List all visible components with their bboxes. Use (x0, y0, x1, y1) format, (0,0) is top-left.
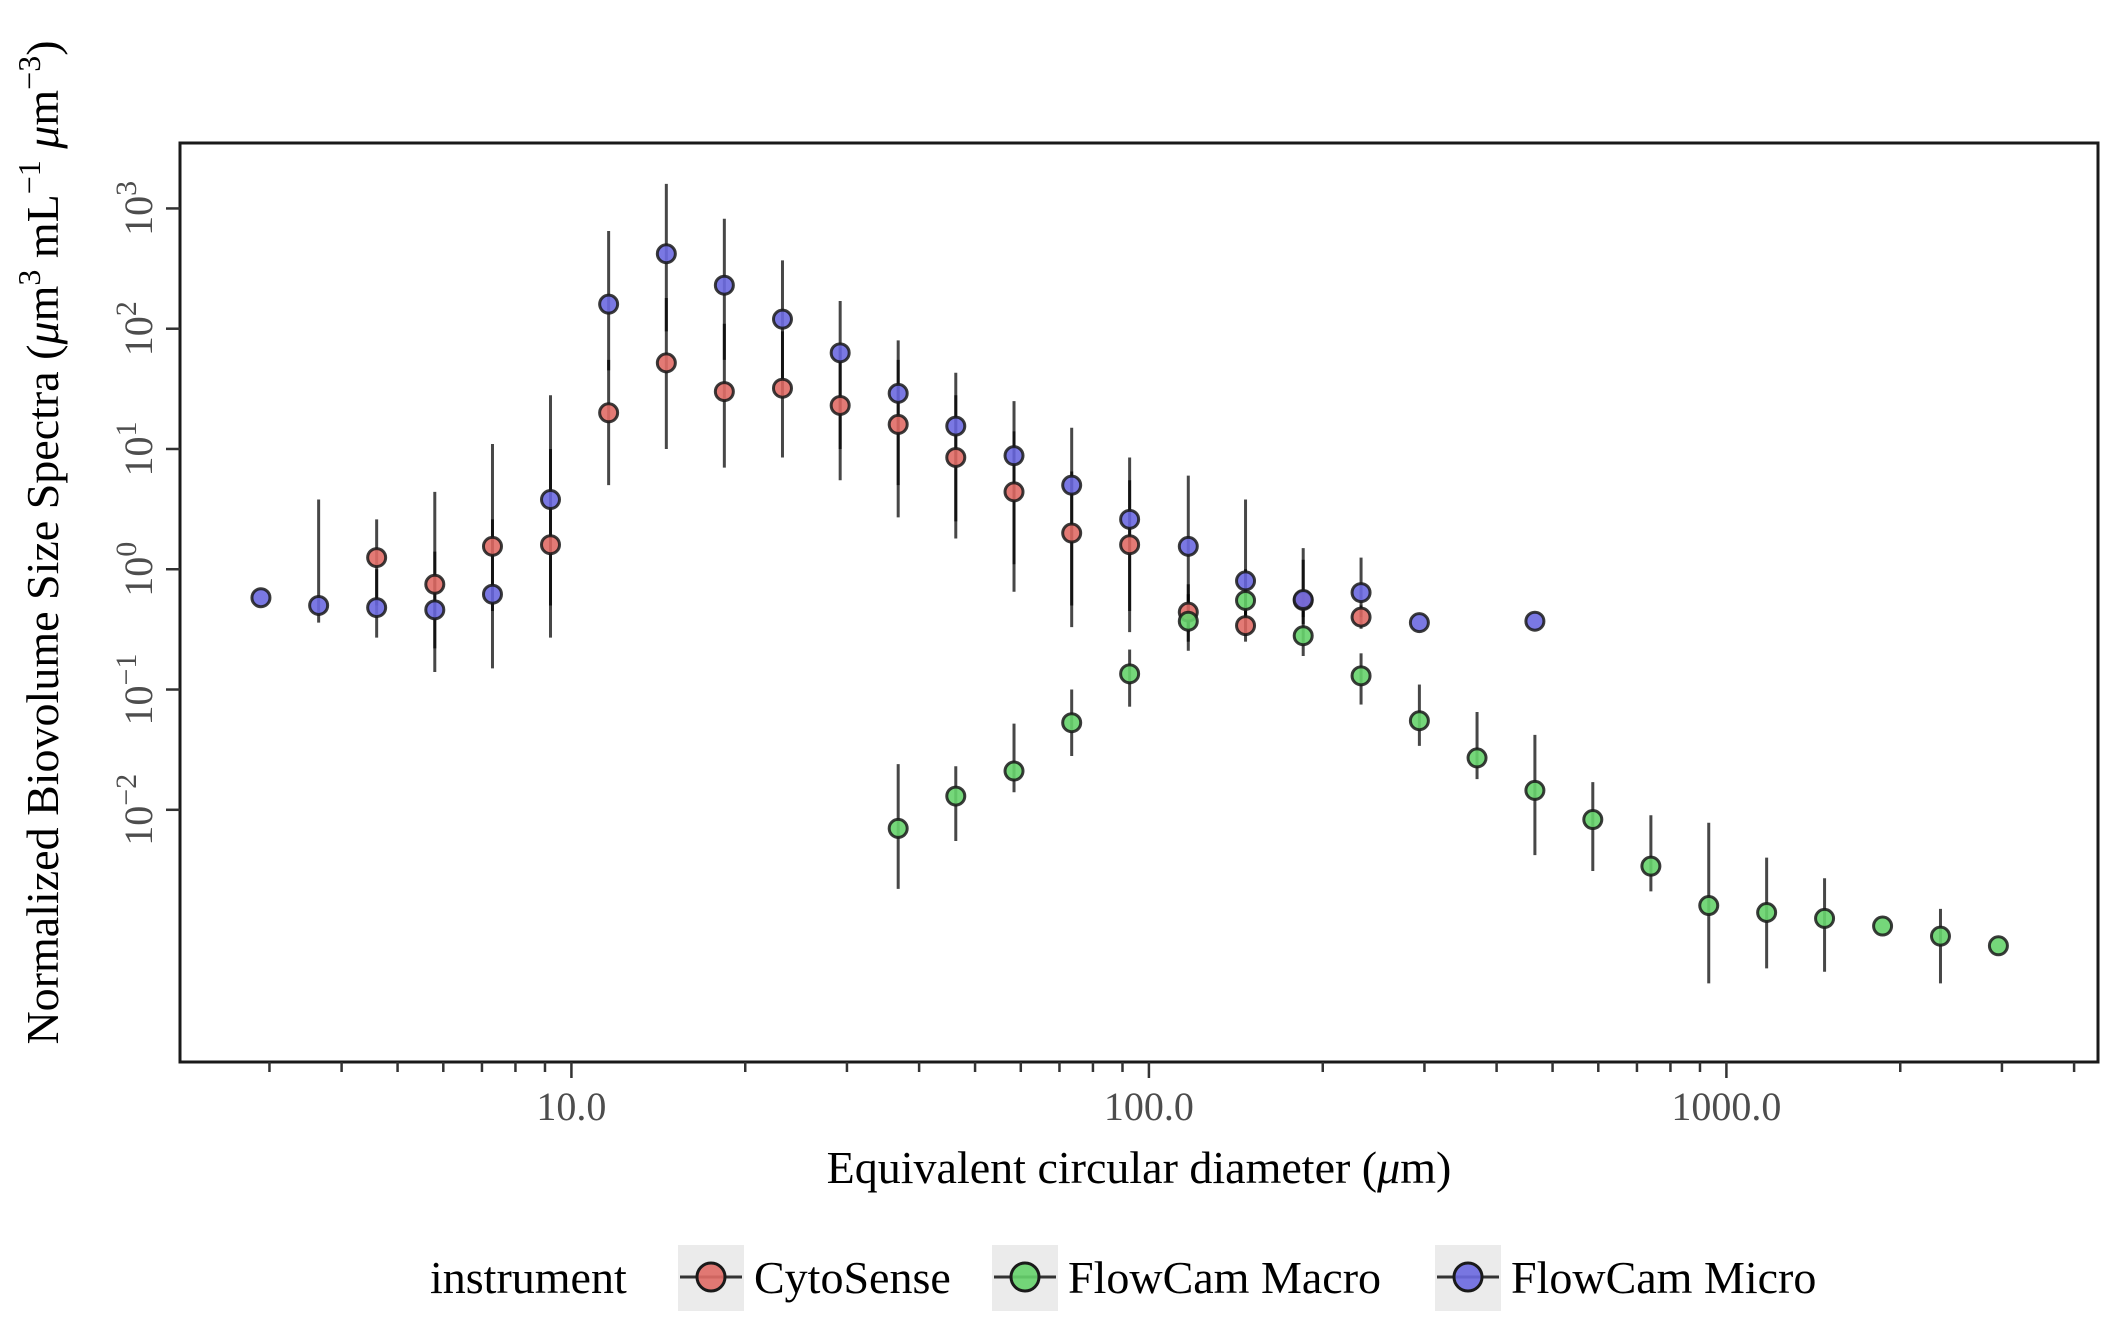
x-tick-label: 100.0 (1104, 1084, 1194, 1129)
data-point (945, 446, 967, 468)
legend-item: FlowCam Micro (1435, 1245, 1816, 1311)
y-tick-label: 103 (110, 181, 161, 236)
data-point (1350, 606, 1372, 628)
series-flowcam-micro (317, 183, 1363, 672)
data-point (1698, 895, 1720, 917)
data-point (424, 573, 446, 595)
y-tick-label: 101 (110, 421, 161, 476)
data-point (1582, 809, 1604, 831)
data-point (598, 402, 620, 424)
data-point (1872, 915, 1894, 937)
data-point (655, 243, 677, 265)
data-point (1350, 665, 1372, 687)
data-point (1524, 610, 1546, 632)
legend-label: FlowCam Micro (1511, 1252, 1816, 1303)
data-point (250, 587, 272, 609)
data-point (1003, 445, 1025, 467)
y-tick-label: 102 (110, 301, 161, 356)
y-tick-label: 100 (110, 542, 161, 597)
legend-item: FlowCam Macro (992, 1245, 1381, 1311)
data-point (1987, 935, 2009, 957)
y-axis-title: Normalized Biovolume Size Spectra (μm3 m… (11, 40, 68, 1044)
data-point (1235, 589, 1257, 611)
data-point (1061, 474, 1083, 496)
axes: 10.0 100.0 1000.0 103 102 101 100 10−1 10−2 Equiv… (11, 40, 2100, 1193)
legend-label: FlowCam Macro (1068, 1252, 1381, 1303)
data-point (829, 342, 851, 364)
data-point (1061, 522, 1083, 544)
data-point (1408, 710, 1430, 732)
data-point (1814, 907, 1836, 929)
data-point (366, 547, 388, 569)
data-point (540, 489, 562, 511)
legend-label: CytoSense (754, 1252, 951, 1303)
data-point (1061, 712, 1083, 734)
legend: instrument CytoSense FlowCam Macro FlowCam … (430, 1245, 1816, 1311)
data-point (1756, 901, 1778, 923)
data-point (1466, 747, 1488, 769)
data-point (887, 382, 909, 404)
data-point (1119, 508, 1141, 530)
data-point (1003, 481, 1025, 503)
data-point (1119, 663, 1141, 685)
data-point (1119, 534, 1141, 556)
data-point (829, 394, 851, 416)
data-point (887, 817, 909, 839)
data-point (308, 594, 330, 616)
legend-title: instrument (430, 1252, 627, 1303)
data-point (366, 597, 388, 619)
x-axis-title: Equivalent circular diameter (μm) (827, 1142, 1452, 1193)
data-point (771, 377, 793, 399)
y-tick-label: 10−2 (110, 774, 161, 846)
data-point (1929, 925, 1951, 947)
data-point (887, 413, 909, 435)
legend-item: CytoSense (678, 1245, 951, 1311)
data-point (1177, 610, 1199, 632)
data-point (1292, 625, 1314, 647)
data-point (1177, 535, 1199, 557)
data-point (945, 415, 967, 437)
data-point (1235, 615, 1257, 637)
data-point (771, 308, 793, 330)
data-point (1003, 760, 1025, 782)
data-point (481, 535, 503, 557)
data-point (598, 293, 620, 315)
points-flowcam-micro (250, 243, 1546, 634)
legend-key-point (1452, 1261, 1484, 1293)
data-point (424, 599, 446, 621)
data-point (945, 785, 967, 807)
data-point (713, 381, 735, 403)
points-flowcam-macro (887, 589, 2009, 957)
series-cytosense (375, 298, 1363, 649)
data-point (1292, 589, 1314, 611)
data-point (1408, 612, 1430, 634)
data-point (481, 583, 503, 605)
plot-area (250, 183, 2009, 984)
data-point (540, 534, 562, 556)
data-point (655, 352, 677, 374)
data-point (1640, 855, 1662, 877)
x-tick-label: 10.0 (536, 1084, 606, 1129)
plot-panel (178, 141, 2100, 1064)
data-point (1350, 582, 1372, 604)
points-cytosense (366, 352, 1372, 637)
legend-key-point (1009, 1261, 1041, 1293)
data-point (1524, 779, 1546, 801)
data-point (1235, 570, 1257, 592)
y-tick-label: 10−1 (110, 654, 161, 726)
x-tick-label: 1000.0 (1671, 1084, 1781, 1129)
legend-key-point (695, 1261, 727, 1293)
data-point (713, 274, 735, 296)
